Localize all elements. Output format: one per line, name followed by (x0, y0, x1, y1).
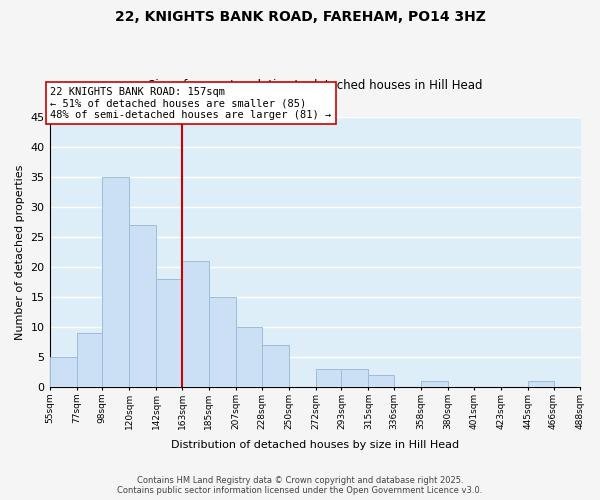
Bar (50, 357, 77, 387)
X-axis label: Distribution of detached houses by size in Hill Head: Distribution of detached houses by size … (171, 440, 459, 450)
Bar (236, 327, 262, 387)
Text: Contains HM Land Registry data © Crown copyright and database right 2025.
Contai: Contains HM Land Registry data © Crown c… (118, 476, 482, 495)
Text: 22, KNIGHTS BANK ROAD, FAREHAM, PO14 3HZ: 22, KNIGHTS BANK ROAD, FAREHAM, PO14 3HZ (115, 10, 485, 24)
Bar (421, 381, 448, 387)
Bar (368, 375, 394, 387)
Bar (341, 369, 368, 387)
Bar (77, 333, 102, 387)
Text: 22 KNIGHTS BANK ROAD: 157sqm
← 51% of detached houses are smaller (85)
48% of se: 22 KNIGHTS BANK ROAD: 157sqm ← 51% of de… (50, 86, 331, 120)
Bar (129, 225, 156, 387)
Bar (102, 177, 129, 387)
Bar (209, 297, 236, 387)
Bar (316, 369, 341, 387)
Bar (156, 279, 182, 387)
Bar (182, 261, 209, 387)
Bar (262, 345, 289, 387)
Y-axis label: Number of detached properties: Number of detached properties (15, 164, 25, 340)
Title: Size of property relative to detached houses in Hill Head: Size of property relative to detached ho… (148, 79, 482, 92)
Bar (528, 381, 554, 387)
